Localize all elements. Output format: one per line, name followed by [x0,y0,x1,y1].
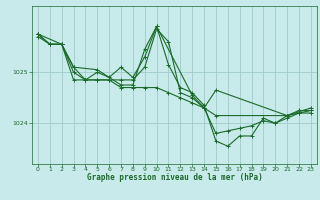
X-axis label: Graphe pression niveau de la mer (hPa): Graphe pression niveau de la mer (hPa) [86,173,262,182]
